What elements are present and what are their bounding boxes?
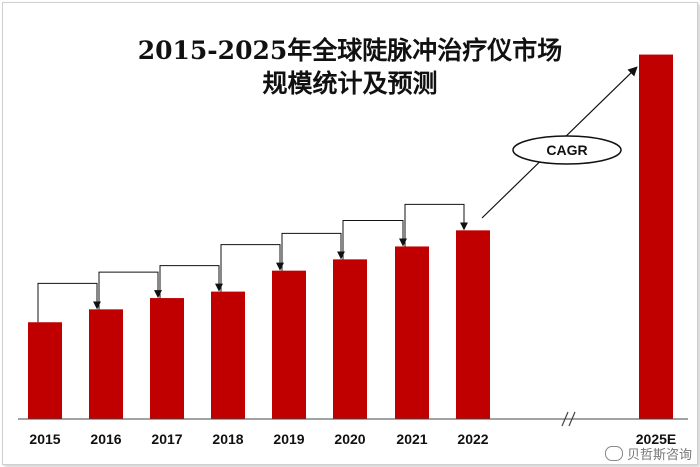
weibo-logo-icon bbox=[604, 446, 623, 461]
title-line-2: 规模统计及预测 bbox=[262, 69, 438, 98]
bar-2018 bbox=[211, 291, 245, 419]
bar-2017 bbox=[150, 298, 184, 419]
bar-2019 bbox=[272, 270, 306, 419]
bar-2020 bbox=[333, 259, 367, 419]
brand-watermark: 贝哲斯咨询 bbox=[604, 444, 692, 463]
growth-arrow-2018-2019 bbox=[220, 244, 284, 292]
bar-2015 bbox=[28, 322, 62, 419]
cagr-label: CAGR bbox=[546, 142, 587, 158]
x-tick-label-2022: 2022 bbox=[457, 431, 488, 447]
bar-2021 bbox=[395, 246, 429, 419]
growth-arrow-2017-2018 bbox=[159, 265, 223, 299]
axis-break bbox=[561, 411, 576, 427]
growth-arrow-2020-2021 bbox=[342, 219, 407, 260]
x-tick-label-2021: 2021 bbox=[396, 431, 427, 447]
chart-title: 2015-2025年全球陡脉冲治疗仪市场 规模统计及预测 bbox=[0, 34, 700, 100]
x-tick-label-2016: 2016 bbox=[90, 431, 121, 447]
brand-label: 贝哲斯咨询 bbox=[626, 448, 692, 463]
cagr-ellipse bbox=[512, 135, 622, 165]
growth-arrow-2015-2016 bbox=[37, 282, 101, 323]
growth-arrow-2021-2022 bbox=[404, 203, 468, 247]
x-tick-label-2025E: 2025E bbox=[636, 431, 676, 447]
x-tick-label-2015: 2015 bbox=[29, 431, 60, 447]
x-tick-label-2020: 2020 bbox=[334, 431, 365, 447]
x-tick-label-2019: 2019 bbox=[273, 431, 304, 447]
x-tick-label-2017: 2017 bbox=[151, 431, 182, 447]
growth-arrow-2016-2017 bbox=[98, 271, 162, 310]
bar-2025E bbox=[639, 54, 673, 419]
x-tick-label-2018: 2018 bbox=[212, 431, 243, 447]
bar-2016 bbox=[89, 309, 123, 419]
title-line-1: 2015-2025年全球陡脉冲治疗仪市场 bbox=[137, 36, 563, 65]
bar-2022 bbox=[456, 230, 490, 419]
growth-arrow-2019-2020 bbox=[281, 232, 345, 271]
